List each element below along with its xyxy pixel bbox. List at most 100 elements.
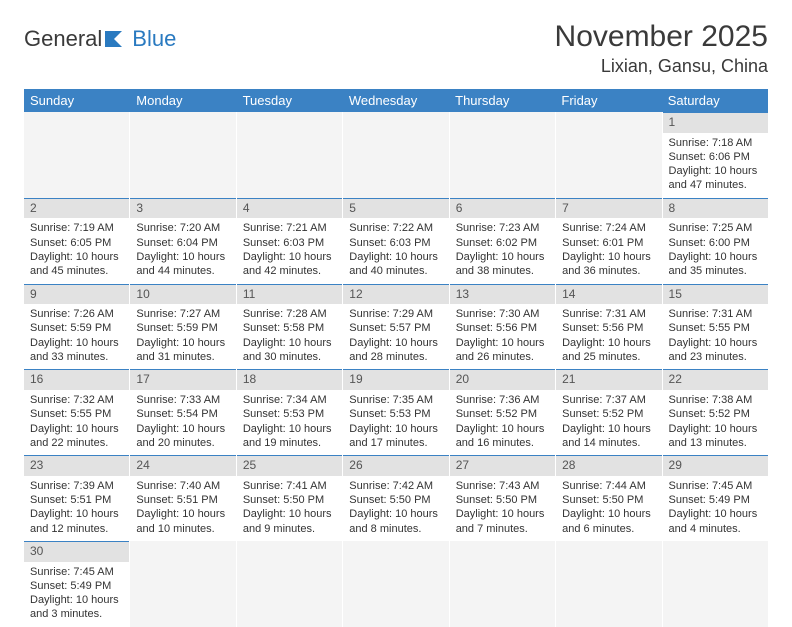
daylight-text: Daylight: 10 hours and 16 minutes. <box>456 422 549 451</box>
daylight-text: Daylight: 10 hours and 19 minutes. <box>243 422 336 451</box>
calendar-cell: 9Sunrise: 7:26 AMSunset: 5:59 PMDaylight… <box>24 284 130 370</box>
day-number: 16 <box>24 369 129 390</box>
calendar-cell: 21Sunrise: 7:37 AMSunset: 5:52 PMDayligh… <box>556 369 662 455</box>
sunrise-text: Sunrise: 7:32 AM <box>30 393 123 407</box>
sunrise-text: Sunrise: 7:18 AM <box>669 136 762 150</box>
sunset-text: Sunset: 5:59 PM <box>136 321 229 335</box>
daylight-text: Daylight: 10 hours and 33 minutes. <box>30 336 123 365</box>
daylight-text: Daylight: 10 hours and 31 minutes. <box>136 336 229 365</box>
dow-header: Friday <box>555 89 661 112</box>
sunrise-text: Sunrise: 7:41 AM <box>243 479 336 493</box>
day-number: 6 <box>450 198 555 219</box>
sunset-text: Sunset: 5:53 PM <box>243 407 336 421</box>
day-number: 28 <box>556 455 661 476</box>
sunrise-text: Sunrise: 7:40 AM <box>136 479 229 493</box>
day-number: 23 <box>24 455 129 476</box>
sunrise-text: Sunrise: 7:21 AM <box>243 221 336 235</box>
daylight-text: Daylight: 10 hours and 20 minutes. <box>136 422 229 451</box>
calendar-cell: 19Sunrise: 7:35 AMSunset: 5:53 PMDayligh… <box>343 369 449 455</box>
sunrise-text: Sunrise: 7:43 AM <box>456 479 549 493</box>
daylight-text: Daylight: 10 hours and 14 minutes. <box>562 422 655 451</box>
calendar-week: 16Sunrise: 7:32 AMSunset: 5:55 PMDayligh… <box>24 369 768 455</box>
calendar-cell-empty: . <box>130 541 236 627</box>
daylight-text: Daylight: 10 hours and 35 minutes. <box>669 250 762 279</box>
daylight-text: Daylight: 10 hours and 17 minutes. <box>349 422 442 451</box>
sunset-text: Sunset: 5:55 PM <box>30 407 123 421</box>
title-block: November 2025 Lixian, Gansu, China <box>555 20 768 77</box>
sunrise-text: Sunrise: 7:20 AM <box>136 221 229 235</box>
sunrise-text: Sunrise: 7:30 AM <box>456 307 549 321</box>
calendar-cell-empty: . <box>130 112 236 198</box>
brand-logo: GeneralBlue <box>24 20 176 52</box>
daylight-text: Daylight: 10 hours and 8 minutes. <box>349 507 442 536</box>
sunset-text: Sunset: 6:00 PM <box>669 236 762 250</box>
sunset-text: Sunset: 5:53 PM <box>349 407 442 421</box>
daylight-text: Daylight: 10 hours and 3 minutes. <box>30 593 123 622</box>
location-text: Lixian, Gansu, China <box>555 56 768 77</box>
daylight-text: Daylight: 10 hours and 6 minutes. <box>562 507 655 536</box>
sunset-text: Sunset: 6:04 PM <box>136 236 229 250</box>
day-number: 5 <box>343 198 448 219</box>
sunrise-text: Sunrise: 7:25 AM <box>669 221 762 235</box>
sunset-text: Sunset: 5:57 PM <box>349 321 442 335</box>
calendar-week: 9Sunrise: 7:26 AMSunset: 5:59 PMDaylight… <box>24 284 768 370</box>
daylight-text: Daylight: 10 hours and 13 minutes. <box>669 422 762 451</box>
sunset-text: Sunset: 6:02 PM <box>456 236 549 250</box>
day-number: 21 <box>556 369 661 390</box>
calendar-cell: 4Sunrise: 7:21 AMSunset: 6:03 PMDaylight… <box>237 198 343 284</box>
calendar-cell: 11Sunrise: 7:28 AMSunset: 5:58 PMDayligh… <box>237 284 343 370</box>
sunrise-text: Sunrise: 7:38 AM <box>669 393 762 407</box>
daylight-text: Daylight: 10 hours and 40 minutes. <box>349 250 442 279</box>
sunrise-text: Sunrise: 7:22 AM <box>349 221 442 235</box>
sunset-text: Sunset: 5:56 PM <box>562 321 655 335</box>
daylight-text: Daylight: 10 hours and 30 minutes. <box>243 336 336 365</box>
sunrise-text: Sunrise: 7:34 AM <box>243 393 336 407</box>
daylight-text: Daylight: 10 hours and 44 minutes. <box>136 250 229 279</box>
calendar-cell: 23Sunrise: 7:39 AMSunset: 5:51 PMDayligh… <box>24 455 130 541</box>
sunset-text: Sunset: 5:49 PM <box>30 579 123 593</box>
sunset-text: Sunset: 5:49 PM <box>669 493 762 507</box>
calendar-cell: 28Sunrise: 7:44 AMSunset: 5:50 PMDayligh… <box>556 455 662 541</box>
calendar-cell: 29Sunrise: 7:45 AMSunset: 5:49 PMDayligh… <box>663 455 768 541</box>
day-number: 18 <box>237 369 342 390</box>
calendar-cell-empty: . <box>237 541 343 627</box>
calendar-cell: 27Sunrise: 7:43 AMSunset: 5:50 PMDayligh… <box>450 455 556 541</box>
dow-header: Monday <box>130 89 236 112</box>
sunset-text: Sunset: 5:52 PM <box>669 407 762 421</box>
calendar-cell: 17 Sunrise: 7:33 AMSunset: 5:54 PMDayligh… <box>130 369 236 455</box>
calendar-cell-empty: . <box>343 541 449 627</box>
daylight-text: Daylight: 10 hours and 45 minutes. <box>30 250 123 279</box>
sunset-text: Sunset: 6:05 PM <box>30 236 123 250</box>
dow-header-row: Sunday Monday Tuesday Wednesday Thursday… <box>24 89 768 112</box>
day-number: 13 <box>450 284 555 305</box>
flag-icon <box>104 29 130 49</box>
sunset-text: Sunset: 5:51 PM <box>30 493 123 507</box>
day-number: 17 <box>130 369 235 390</box>
calendar-week: ......1Sunrise: 7:18 AMSunset: 6:06 PMDa… <box>24 112 768 198</box>
calendar-cell: 15Sunrise: 7:31 AMSunset: 5:55 PMDayligh… <box>663 284 768 370</box>
calendar-week: 30Sunrise: 7:45 AMSunset: 5:49 PMDayligh… <box>24 541 768 627</box>
sunset-text: Sunset: 5:50 PM <box>243 493 336 507</box>
daylight-text: Daylight: 10 hours and 22 minutes. <box>30 422 123 451</box>
sunrise-text: Sunrise: 7:45 AM <box>669 479 762 493</box>
calendar-cell: 13Sunrise: 7:30 AMSunset: 5:56 PMDayligh… <box>450 284 556 370</box>
sunrise-text: Sunrise: 7:36 AM <box>456 393 549 407</box>
calendar-cell: 1Sunrise: 7:18 AMSunset: 6:06 PMDaylight… <box>663 112 768 198</box>
dow-header: Thursday <box>449 89 555 112</box>
sunrise-text: Sunrise: 7:31 AM <box>562 307 655 321</box>
calendar-cell: 20Sunrise: 7:36 AMSunset: 5:52 PMDayligh… <box>450 369 556 455</box>
day-number: 30 <box>24 541 129 562</box>
sunset-text: Sunset: 5:54 PM <box>136 407 229 421</box>
sunrise-text: Sunrise: 7:33 AM <box>136 393 229 407</box>
calendar-cell: 24Sunrise: 7:40 AMSunset: 5:51 PMDayligh… <box>130 455 236 541</box>
sunrise-text: Sunrise: 7:24 AM <box>562 221 655 235</box>
daylight-text: Daylight: 10 hours and 9 minutes. <box>243 507 336 536</box>
sunrise-text: Sunrise: 7:19 AM <box>30 221 123 235</box>
day-number: 11 <box>237 284 342 305</box>
calendar-cell: 12Sunrise: 7:29 AMSunset: 5:57 PMDayligh… <box>343 284 449 370</box>
calendar-cell-empty: . <box>556 541 662 627</box>
dow-header: Saturday <box>662 89 768 112</box>
calendar-cell: 18 Sunrise: 7:34 AMSunset: 5:53 PMDayligh… <box>237 369 343 455</box>
sunset-text: Sunset: 5:59 PM <box>30 321 123 335</box>
day-number: 8 <box>663 198 768 219</box>
